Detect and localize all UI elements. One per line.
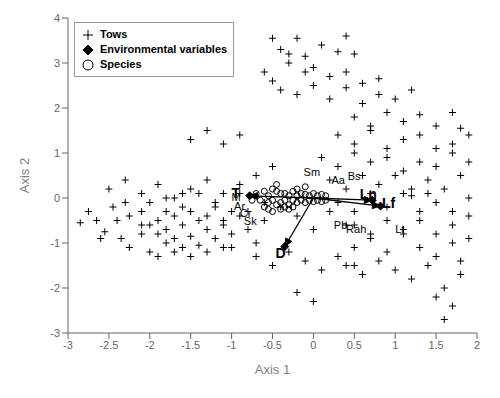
svg-text:-2.5: -2.5 [99,339,118,351]
svg-text:-1: -1 [227,339,237,351]
svg-text:3: 3 [54,57,60,69]
html-text:Tows: Tows [100,28,128,40]
svg-text:Lf: Lf [382,195,396,211]
svg-text:1.5: 1.5 [428,339,443,351]
svg-text:-3: -3 [63,339,73,351]
svg-text:-3: -3 [50,327,60,339]
svg-text:0: 0 [310,339,316,351]
svg-text:Axis 1: Axis 1 [255,362,290,377]
svg-text:1: 1 [392,339,398,351]
svg-text:M: M [231,191,241,204]
svg-text:Lt: Lt [395,223,404,235]
svg-text:2: 2 [474,339,480,351]
svg-text:-2: -2 [145,339,155,351]
svg-text:Sm: Sm [304,166,321,178]
svg-text:-1.5: -1.5 [181,339,200,351]
svg-text:Axis 2: Axis 2 [17,158,32,193]
svg-text:Aa: Aa [331,174,345,186]
svg-text:Cr: Cr [239,206,252,219]
svg-text:D: D [276,245,286,261]
svg-text:Sk: Sk [244,215,257,227]
svg-text:-1: -1 [50,237,60,249]
svg-text:0: 0 [54,192,60,204]
svg-text:0.5: 0.5 [347,339,362,351]
svg-text:2: 2 [54,102,60,114]
svg-text:Rah: Rah [346,223,366,235]
html-text:Species: Species [100,58,142,70]
svg-text:Ln: Ln [360,186,377,202]
svg-text:4: 4 [54,12,60,24]
svg-text:Pb: Pb [333,219,348,231]
svg-text:-0.5: -0.5 [263,339,282,351]
svg-text:-2: -2 [50,282,60,294]
html-text:Environmental variables: Environmental variables [100,43,228,55]
svg-text:Bs: Bs [348,170,361,182]
svg-text:1: 1 [54,147,60,159]
